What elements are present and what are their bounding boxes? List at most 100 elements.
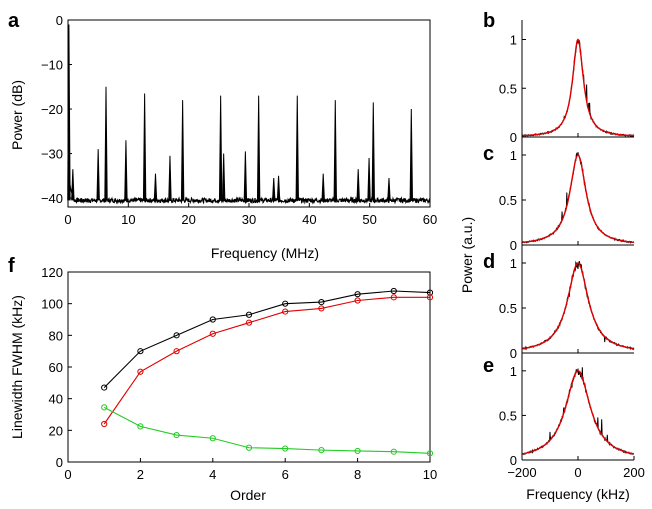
spectrum-peak-18 [356,169,360,201]
panel-e-ytick-label: 0.5 [499,408,517,423]
spectrum-peak-5 [142,93,147,201]
series-1-point [101,420,108,428]
panel-e-ytick-label: 0 [510,453,517,468]
spectrum-peak-8 [180,100,185,201]
series-1-point [173,348,180,355]
series-2-point [173,431,180,439]
series-0-point [137,348,144,355]
series-2-point [137,423,144,430]
series-1-point [390,294,397,301]
panel-d-data-trace [521,260,635,351]
panel-letter-a: a [8,10,20,32]
panel-f-xtick-label: 10 [423,467,437,482]
spectrum-peak-9 [218,95,223,201]
spectrum-peak-13 [272,178,276,201]
spectrum-peak-4 [124,140,128,201]
series-1-point [245,319,253,326]
panel-c-data-trace [521,152,635,245]
panel-a-xtick-label: 40 [302,212,316,227]
series-2-point [318,447,325,454]
panel-letter-d: d [483,251,495,273]
spectrum-peak-1 [71,169,75,201]
panel-b-ytick-label: 0.5 [499,81,517,96]
panel-e-xtick-label: 0 [574,465,581,480]
panel-f-ytick-label: 0 [56,455,63,470]
panel-b-fit-curve [521,38,635,137]
panel-a-xtick-label: 50 [362,212,376,227]
series-1-line [103,296,430,425]
series-2-point [426,450,434,457]
series-0-point [282,300,289,307]
panel-a-ytick-label: −30 [41,147,63,162]
panel-f-xlabel: Order [230,487,266,503]
spectrum-peak-22 [409,109,413,201]
panel-f-ylabel: Linewidth FWHM (kHz) [9,295,25,439]
panel-d-fit-curve [521,262,635,350]
spectrum-peak-20 [371,102,375,201]
spectrum-peak-6 [153,173,158,201]
panel-f-axes-box [67,271,431,463]
panel-a-ytick-label: −20 [41,102,63,117]
panel-a-xtick-label: 30 [242,212,256,227]
panel-e-ytick-label: 1 [510,364,517,379]
plot-layer: 0 10 20 30 40 50 600−10−20−30−400 2 4 6 8 100204060… [41,13,645,482]
spectrum-peak-7 [168,155,172,201]
panel-f-ytick-label: 60 [49,360,63,375]
panel-letter-c: c [483,143,494,165]
spectrum-peak-3 [104,86,108,201]
panel-b-ytick-label: 0 [510,130,517,145]
series-0-point [173,332,180,339]
series-1-point [354,297,361,304]
series-2-point [282,445,289,452]
panel-f-ytick-label: 40 [49,392,63,407]
panel-f-ytick-label: 80 [49,328,63,343]
panel-c-ytick-label: 1 [510,148,517,163]
spectrum-trace [67,162,431,205]
series-1-point [426,294,434,301]
panel-a-axes-box [67,19,431,208]
spectrum-peak-15 [295,95,299,201]
right-ylabel: Power (a.u.) [459,217,475,293]
spectrum-peak-12 [256,95,261,201]
panel-d-ytick-label: 1 [510,256,517,271]
panel-c-ytick-label: 0 [510,238,517,253]
series-2-point [390,448,397,455]
panel-d-ytick-label: 0.5 [499,301,517,316]
panel-letter-b: b [483,10,495,32]
series-1-point [209,330,216,337]
series-0-point [245,311,253,318]
spectrum-peak-19 [367,158,371,201]
spectrum-peak-16 [321,173,325,201]
panel-letter-f: f [8,255,15,277]
panel-a-ylabel: Power (dB) [9,80,25,150]
series-0-point [390,287,397,295]
series-1-point [318,305,325,312]
panel-f-xtick-label: 0 [64,467,71,482]
series-0-point [354,291,361,298]
panel-e-xtick-label: 200 [623,465,645,480]
panel-a-xtick-label: 10 [121,212,135,227]
series-1-point [282,308,289,315]
series-0-point [209,316,216,323]
series-2-point [245,444,253,451]
series-2-point [101,404,108,411]
spectrum-peak-21 [387,178,391,201]
series-2-point [209,435,216,442]
series-0-line [103,290,431,388]
panel-d-ytick-label: 0 [510,346,517,361]
series-2-line [103,406,431,454]
series-1-point [137,368,144,375]
panel-f-ytick-label: 20 [49,423,63,438]
panel-e-xtick-label: −200 [507,465,536,480]
panel-e-data-trace [521,367,635,456]
panel-e-fit-curve [521,370,635,455]
series-0-point [101,384,108,391]
spectrum-peak-2 [96,149,100,201]
spectrum-peak-11 [243,151,248,201]
panel-f-ytick-label: 100 [41,297,63,312]
panel-b-data-trace [521,39,635,138]
panel-letter-e: e [483,355,494,377]
spectrum-peak-14 [276,175,281,201]
panel-a-xtick-label: 0 [64,212,71,227]
